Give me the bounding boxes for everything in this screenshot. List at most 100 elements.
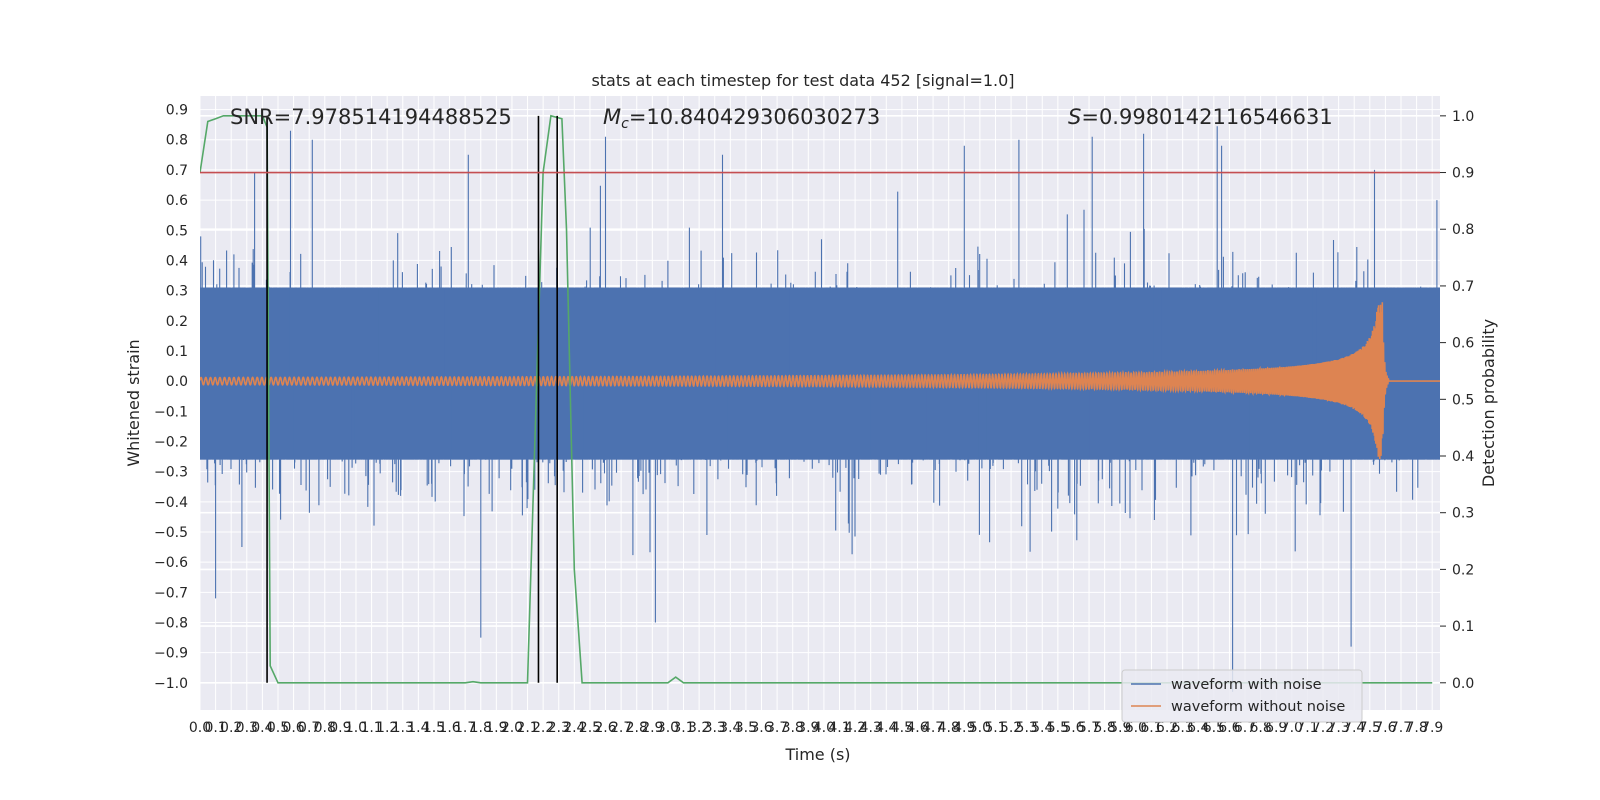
x-tick-label: 7.8: [1405, 720, 1427, 736]
x-tick-label: 3.7: [766, 720, 788, 736]
s-value: =0.9980142116546631: [1081, 105, 1332, 129]
mc-value: =10.840429306030273: [629, 105, 880, 129]
x-tick-label: 7.9: [1421, 720, 1443, 736]
x-tick-label: 0.5: [267, 720, 289, 736]
x-tick-label: 0.7: [298, 720, 320, 736]
y-right-tick-label: 0.5: [1452, 392, 1474, 408]
x-tick-label: 2.6: [594, 720, 616, 736]
x-tick-label: 2.0: [501, 720, 523, 736]
x-tick-label: 4.7: [922, 720, 944, 736]
mc-symbol: M: [603, 105, 621, 129]
x-tick-label: 7.5: [1359, 720, 1381, 736]
x-tick-label: 4.6: [906, 720, 928, 736]
x-tick-label: 0.6: [282, 720, 304, 736]
y-left-tick-label: 0.0: [166, 374, 188, 390]
x-tick-label: 0.3: [236, 720, 258, 736]
y-left-tick-label: −0.7: [154, 585, 188, 601]
x-tick-label: 3.8: [782, 720, 804, 736]
x-tick-label: 5.6: [1062, 720, 1084, 736]
x-tick-label: 4.9: [953, 720, 975, 736]
x-tick-label: 5.5: [1047, 720, 1069, 736]
y-right-tick-label: 0.7: [1452, 279, 1474, 295]
x-tick-label: 2.9: [641, 720, 663, 736]
y-left-tick-label: −0.5: [154, 525, 188, 541]
y-right-tick-label: 0.0: [1452, 676, 1474, 692]
x-tick-label: 0.1: [204, 720, 226, 736]
y-left-tick-label: 0.3: [166, 284, 188, 300]
y-axis-left-label: Whitened strain: [124, 339, 143, 466]
y-left-tick-label: −0.4: [154, 495, 188, 511]
x-tick-label: 0.0: [189, 720, 211, 736]
x-tick-label: 6.7: [1234, 720, 1256, 736]
legend-box: [1121, 669, 1363, 723]
probability-trace: [200, 114, 1433, 684]
x-tick-label: 4.8: [938, 720, 960, 736]
y-left-tick-label: 0.5: [166, 223, 188, 239]
x-tick-label: 5.4: [1031, 720, 1053, 736]
x-tick-label: 5.0: [969, 720, 991, 736]
x-tick-label: 6.4: [1187, 720, 1209, 736]
x-tick-label: 4.1: [828, 720, 850, 736]
x-tick-label: 7.6: [1374, 720, 1396, 736]
x-tick-label: 6.3: [1172, 720, 1194, 736]
y-left-tick-label: −1.0: [154, 676, 188, 692]
y-axis-right-label: Detection probability: [1479, 319, 1498, 487]
x-tick-label: 7.1: [1296, 720, 1318, 736]
x-tick-label: 5.7: [1078, 720, 1100, 736]
x-tick-label: 4.2: [844, 720, 866, 736]
x-tick-label: 7.2: [1312, 720, 1334, 736]
x-tick-label: 6.9: [1265, 720, 1287, 736]
x-tick-label: 4.0: [813, 720, 835, 736]
x-tick-label: 0.8: [314, 720, 336, 736]
series-detection-probability: [200, 114, 1433, 684]
chirp-trace: [200, 302, 1440, 460]
legend-label-noise: waveform with noise: [1171, 677, 1322, 693]
y-left-tick-label: 0.2: [166, 314, 188, 330]
x-tick-label: 3.2: [688, 720, 710, 736]
y-left-tick-label: 0.4: [166, 253, 188, 269]
y-axis-left-ticks: −1.0 −0.9 −0.8 −0.7 −0.6 −0.5 −0.4 −0.3 −0.2 −0.1…: [154, 103, 188, 692]
x-tick-label: 4.5: [891, 720, 913, 736]
x-tick-label: 1.2: [376, 720, 398, 736]
mc-subscript: c: [621, 116, 629, 132]
x-tick-label: 3.5: [735, 720, 757, 736]
marker-lines: [266, 115, 558, 683]
x-axis-label: Time (s): [784, 745, 850, 764]
x-tick-label: 2.7: [610, 720, 632, 736]
s-annotation: S=0.9980142116546631: [1068, 105, 1333, 129]
noise-trace: [200, 126, 1440, 692]
x-tick-label: 6.6: [1218, 720, 1240, 736]
series-waveform-without-noise: [200, 302, 1440, 460]
x-tick-label: 0.9: [329, 720, 351, 736]
legend-label-clean: waveform without noise: [1171, 699, 1345, 715]
x-tick-label: 1.0: [345, 720, 367, 736]
y-right-tick-label: 0.3: [1452, 506, 1474, 522]
x-tick-label: 1.7: [454, 720, 476, 736]
x-tick-label: 2.4: [563, 720, 585, 736]
y-right-tick-label: 0.6: [1452, 336, 1474, 352]
y-left-tick-label: 0.7: [166, 163, 188, 179]
x-tick-label: 1.9: [485, 720, 507, 736]
x-tick-label: 5.8: [1094, 720, 1116, 736]
x-tick-label: 4.3: [860, 720, 882, 736]
y-right-tick-label: 0.1: [1452, 619, 1474, 635]
legend: waveform with noise waveform without noi…: [1121, 669, 1363, 723]
x-tick-label: 2.5: [579, 720, 601, 736]
x-tick-label: 0.2: [220, 720, 242, 736]
y-right-tick-label: 0.4: [1452, 449, 1474, 465]
x-tick-label: 2.8: [626, 720, 648, 736]
x-tick-label: 1.1: [360, 720, 382, 736]
x-tick-label: 1.3: [392, 720, 414, 736]
y-left-tick-label: −0.8: [154, 616, 188, 632]
y-left-tick-label: −0.1: [154, 404, 188, 420]
y-left-tick-label: −0.3: [154, 465, 188, 481]
y-left-tick-label: −0.2: [154, 434, 188, 450]
y-axis-right-ticks: 0.0 0.1 0.2 0.3 0.4 0.5 0.6 0.7 0.8 0.9 1.0: [1440, 109, 1474, 692]
x-tick-label: 6.2: [1156, 720, 1178, 736]
x-tick-label: 7.0: [1281, 720, 1303, 736]
x-tick-label: 3.1: [672, 720, 694, 736]
y-left-tick-label: 0.9: [166, 103, 188, 119]
s-symbol: S: [1068, 105, 1081, 129]
x-tick-label: 2.2: [532, 720, 554, 736]
